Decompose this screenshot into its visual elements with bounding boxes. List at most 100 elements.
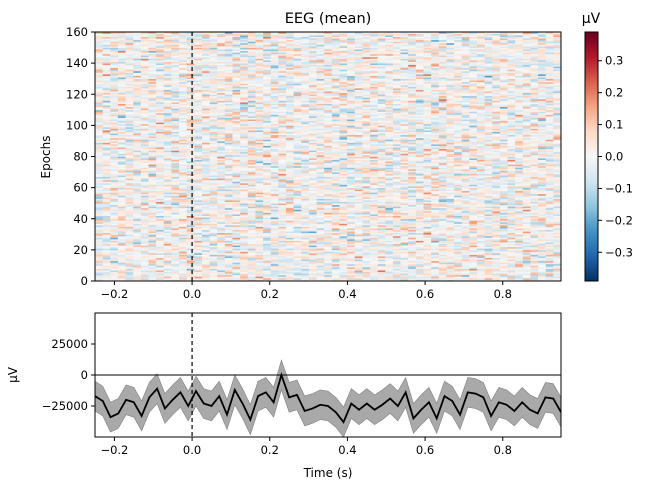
heatmap-cell <box>224 246 233 249</box>
heatmap-cell <box>125 184 134 187</box>
heatmap-cell <box>148 210 157 213</box>
heatmap-cell <box>362 245 371 248</box>
heatmap-cell <box>476 203 485 206</box>
heatmap-cell <box>484 260 493 263</box>
heatmap-cell <box>171 162 180 165</box>
heatmap-cell <box>553 232 562 235</box>
heatmap-cell <box>285 181 294 184</box>
heatmap-cell <box>125 156 134 159</box>
heatmap-cell <box>117 263 126 266</box>
heatmap-cell <box>308 182 317 185</box>
heatmap-cell <box>293 228 302 230</box>
heatmap-cell <box>270 203 279 206</box>
heatmap-cell <box>224 170 233 173</box>
heatmap-cell <box>522 176 531 179</box>
heatmap-cell <box>209 256 218 259</box>
heatmap-cell <box>347 262 356 265</box>
heatmap-cell <box>423 218 432 221</box>
heatmap-cell <box>240 193 249 196</box>
heatmap-cell <box>224 184 233 187</box>
heatmap-cell <box>201 217 210 220</box>
heatmap-cell <box>492 201 501 204</box>
heatmap-cell <box>370 161 379 164</box>
heatmap-cell <box>377 195 386 198</box>
heatmap-cell <box>316 262 325 265</box>
heatmap-cell <box>385 165 394 168</box>
heatmap-cell <box>492 277 501 280</box>
heatmap-cell <box>484 242 493 244</box>
heatmap-cell <box>415 231 424 234</box>
heatmap-cell <box>553 154 562 157</box>
heatmap-cell <box>293 251 302 254</box>
heatmap-cell <box>95 224 103 227</box>
heatmap-cell <box>423 196 432 199</box>
heatmap-cell <box>171 274 180 277</box>
heatmap-cell <box>370 201 379 204</box>
heatmap-cell <box>209 173 218 176</box>
heatmap-cell <box>263 181 272 184</box>
heatmap-cell <box>232 252 241 255</box>
heatmap-cell <box>308 242 317 244</box>
heatmap-cell <box>171 193 180 196</box>
heatmap-cell <box>179 186 188 188</box>
heatmap-cell <box>476 234 485 237</box>
heatmap-cell <box>347 178 356 181</box>
heatmap-cell <box>522 246 531 249</box>
heatmap-cell <box>240 245 249 248</box>
heatmap-cell <box>255 270 264 273</box>
heatmap-cell <box>331 172 340 174</box>
heatmap-cell <box>499 257 508 260</box>
heatmap-cell <box>461 168 470 171</box>
heatmap-cell <box>140 231 149 234</box>
heatmap-cell <box>301 162 310 165</box>
heatmap-cell <box>331 196 340 199</box>
heatmap-cell <box>186 204 195 207</box>
heatmap-cell <box>301 277 310 280</box>
heatmap-cell <box>446 161 455 164</box>
heatmap-cell <box>400 192 409 195</box>
heatmap-cell <box>423 182 432 185</box>
heatmap-cell <box>370 186 379 188</box>
heatmap-cell <box>385 200 394 202</box>
heatmap-cell <box>553 217 562 220</box>
heatmap-cell <box>324 271 333 274</box>
heatmap-cell <box>492 234 501 237</box>
heatmap-cell <box>102 165 111 168</box>
heatmap-cell <box>446 153 455 156</box>
heatmap-cell <box>232 162 241 165</box>
heatmap-cell <box>476 175 485 178</box>
heatmap-cell <box>217 245 226 248</box>
heatmap-cell <box>530 212 539 215</box>
heatmap-cell <box>530 167 539 170</box>
heatmap-cell <box>247 175 256 178</box>
heatmap-cell <box>148 273 157 276</box>
heatmap-cell <box>110 182 119 185</box>
heatmap-cell <box>224 178 233 181</box>
heatmap-cell <box>492 153 501 156</box>
heatmap-cell <box>293 164 302 167</box>
heatmap-cell <box>148 229 157 232</box>
heatmap-cell <box>110 243 119 246</box>
heatmap-cell <box>140 182 149 185</box>
heatmap-cell <box>522 200 531 202</box>
heatmap-cell <box>179 268 188 271</box>
heatmap-cell <box>347 207 356 210</box>
heatmap-cell <box>545 200 554 202</box>
heatmap-cell <box>461 249 470 252</box>
heatmap-cell <box>530 161 539 164</box>
heatmap-cell <box>232 206 241 209</box>
heatmap-cell <box>423 279 432 282</box>
heatmap-cell <box>370 217 379 220</box>
heatmap-cell <box>163 256 172 259</box>
heatmap-cell <box>354 271 363 274</box>
heatmap-cell <box>553 168 562 171</box>
heatmap-cell <box>194 164 203 167</box>
heatmap-cell <box>530 179 539 182</box>
heatmap-cell <box>125 170 134 173</box>
heatmap-cell <box>171 200 180 202</box>
heatmap-cell <box>392 207 401 210</box>
heatmap-cell <box>201 168 210 171</box>
heatmap-cell <box>431 173 440 176</box>
heatmap-cell <box>438 246 447 249</box>
heatmap-cell <box>507 256 516 259</box>
